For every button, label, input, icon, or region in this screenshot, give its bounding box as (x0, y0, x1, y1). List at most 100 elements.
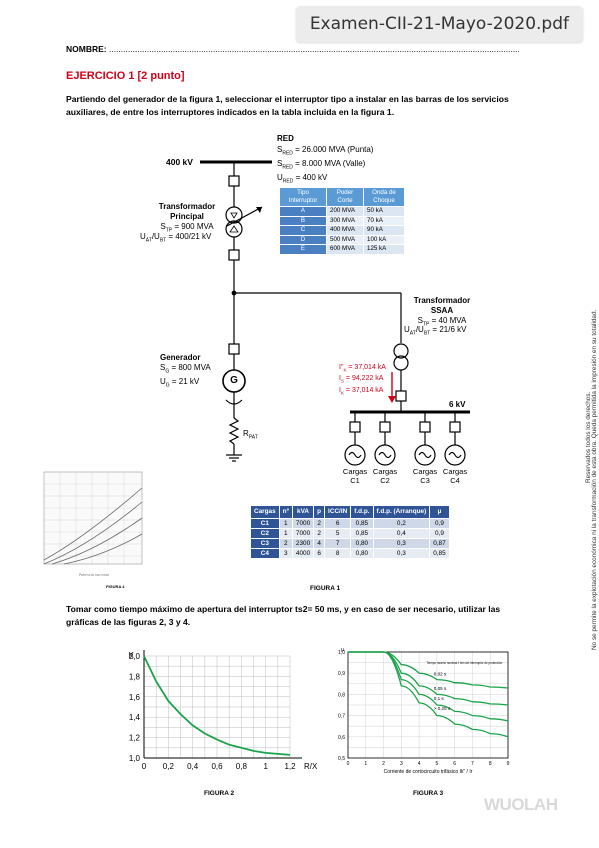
y-axis-label: K (129, 651, 135, 660)
document-filename-tab: Examen-CII-21-Mayo-2020.pdf (295, 6, 583, 42)
y-tick-label: 1,0 (129, 754, 141, 763)
ssaa-transformer-winding-1 (393, 343, 409, 359)
figure-3-series-label: 0,1 s (434, 696, 445, 701)
breaker-type-table: Tipo Interruptor Poder Corte Onda de Cho… (279, 187, 405, 255)
grounding-resistor (228, 417, 240, 445)
ssaa-transformer-voltage: UAT/UBT = 21/6 kV (404, 325, 467, 337)
load-c1-label: Cargas C1 (342, 467, 368, 485)
x-tick-label: 5 (435, 761, 438, 767)
bus-400kv-label: 400 kV (166, 157, 193, 167)
y-axis-label: µ (341, 647, 344, 653)
red-labels: RED SRED = 26.000 MVA (Punta) SRED = 8.0… (277, 134, 373, 187)
figure-3-series-line (348, 651, 509, 738)
x-tick-label: 7 (471, 761, 474, 767)
load-c2-label: Cargas C2 (372, 467, 398, 485)
y-tick-label: 0,8 (338, 692, 345, 698)
table-row: B 300 MVA 70 kA (279, 215, 405, 226)
x-tick-label: 1 (263, 762, 268, 771)
document-filename: Examen-CII-21-Mayo-2020.pdf (309, 14, 569, 34)
exercise-title: EJERCICIO 1 [2 punto] (66, 70, 185, 82)
grounding-resistor-label: RPAT (243, 429, 258, 441)
nombre-dots: ........................................… (108, 44, 519, 54)
instruction-line-1: Tomar como tiempo máximo de apertura del… (66, 604, 501, 614)
load-c1-motor (344, 444, 366, 466)
table-row: C2 1 7000 2 5 0,85 0,4 0,9 (250, 528, 450, 539)
y-tick-label: 1,4 (129, 713, 141, 722)
load-c4-label: Cargas C4 (442, 467, 468, 485)
x-tick-label: 1,2 (284, 762, 296, 771)
x-tick-label: 0 (142, 762, 147, 771)
statement-line-1: Partiendo del generador de la figura 1, … (66, 94, 509, 104)
load-c3-label: Cargas C3 (412, 467, 438, 485)
instruction-line-2: gráficas de las figuras 2, 3 y 4. (66, 617, 191, 627)
x-tick-label: 0,4 (187, 762, 199, 771)
figure-4-thumbnail: Potencia nominal (43, 471, 143, 577)
loads-header-row: Cargas nº kVA p ICC/IN f.d.p. f.d.p. (Arranque… (250, 505, 450, 519)
figure-3-chart: 0 1 2 3 4 5 6 7 8 9 0,5 0,6 0,7 0,8 0,9 1,0µ Corriente d… (338, 647, 510, 775)
breaker-type-header-row: Tipo Interruptor Poder Corte Onda de Cho… (279, 187, 405, 207)
y-tick-label: 1,0 (338, 650, 345, 656)
table-row: C3 2 2300 4 7 0,80 0,3 0,87 (250, 538, 450, 549)
x-tick-label: 8 (489, 761, 492, 767)
table-row: C4 3 4000 6 8 0,80 0,3 0,85 (250, 548, 450, 559)
y-tick-label: 1,8 (129, 672, 141, 681)
x-tick-label: 9 (507, 761, 510, 767)
table-row: C 400 MVA 90 kA (279, 225, 405, 236)
copyright-note-2: No se permite la explotación económica n… (591, 309, 598, 650)
x-tick-label: 0,2 (163, 762, 175, 771)
figure-3-series-label: 0,02 s (434, 672, 447, 677)
main-transformer-winding-1 (225, 206, 243, 224)
y-tick-label: 1,6 (129, 693, 141, 702)
statement-line-2: auxiliares, de entre los interruptores i… (66, 107, 395, 117)
statement-paragraph: Partiendo del generador de la figura 1, … (66, 93, 546, 119)
x-axis-label: Corriente de cortocircuito trifásico Ik"… (384, 769, 473, 775)
x-tick-label: 0,8 (236, 762, 248, 771)
red-s-punta: SRED = 26.000 MVA (Punta) (277, 144, 374, 157)
y-tick-label: 0,7 (338, 714, 345, 720)
red-s-valle: SRED = 8.000 MVA (Valle) (277, 158, 366, 171)
table-row: D 500 MVA 100 kA (279, 234, 405, 245)
figure-1-label: FIGURA 1 (310, 585, 341, 592)
y-tick-label: 0,5 (338, 756, 345, 762)
figure-3-series-label: > 0,25 s (434, 706, 451, 711)
x-tick-label: 6 (453, 761, 456, 767)
table-row: A 200 MVA 50 kA (279, 206, 405, 217)
instruction-paragraph: Tomar como tiempo máximo de apertura del… (66, 603, 546, 629)
x-tick-label: 0 (347, 761, 350, 767)
fault-current-labels: I"K = 37,014 kA IS = 94,222 kA IK = 37,0… (339, 364, 386, 396)
nombre-field: NOMBRE: ................................… (66, 44, 519, 54)
x-tick-label: 4 (418, 761, 421, 767)
generator-labels: Generador SG = 800 MVA UG = 21 kV (160, 353, 211, 389)
load-c2-motor (374, 444, 396, 466)
table-row: E 600 MVA 125 kA (279, 244, 405, 255)
figure-2-chart: 0 0,2 0,4 0,6 0,8 1 1,2 1,0 1,2 1,4 1,6 1,8 2,0K R/X (129, 650, 318, 771)
red-title: RED (277, 134, 294, 143)
x-tick-label: 0,6 (211, 762, 223, 771)
figure-3-series-line (348, 651, 509, 706)
main-transformer-voltage: UAT/UBT = 400/21 kV (140, 232, 212, 244)
main-transformer-labels: Transformador Principal STP = 900 MVA (158, 202, 216, 234)
x-axis-label: R/X (304, 762, 318, 771)
figure-2-curve (143, 655, 291, 756)
x-tick-label: 3 (400, 761, 403, 767)
y-tick-label: 0,6 (338, 735, 345, 741)
generator-symbol-letter: G (230, 375, 238, 386)
x-tick-label: 1 (364, 761, 367, 767)
figure-3-legend-title: Tiempo muerto nominal t min del interrup… (426, 660, 502, 665)
figure-2-label: FIGURA 2 (204, 790, 235, 797)
breaker-400kv (228, 175, 240, 187)
loads-table: Cargas nº kVA p ICC/IN f.d.p. f.d.p. (Arranque… (250, 505, 450, 559)
figure-3-series-line (348, 651, 509, 689)
table-row: C1 1 7000 2 6 0,85 0,2 0,9 (250, 518, 450, 529)
breaker-ssaa (395, 390, 407, 402)
load-c4-motor (444, 444, 466, 466)
bus-6kv-label: 6 kV (449, 400, 466, 409)
y-tick-label: 1,2 (129, 734, 141, 743)
breaker-generator (228, 343, 240, 355)
y-tick-label: 0,9 (338, 671, 345, 677)
figure-3-series-label: 0,05 s (434, 686, 447, 691)
figure-4-label: FIGURA 4 (106, 584, 125, 589)
figure-3-label: FIGURA 3 (413, 790, 444, 797)
figure-3-series-line (348, 651, 509, 722)
